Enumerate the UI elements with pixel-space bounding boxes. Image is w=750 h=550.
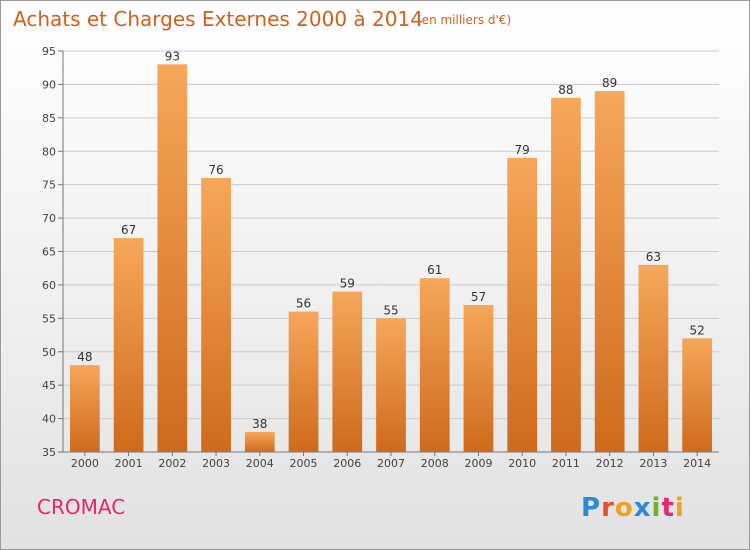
bar-2011 xyxy=(551,97,581,453)
x-tick-label-2008: 2008 xyxy=(421,457,449,470)
x-tick-label-2013: 2013 xyxy=(639,457,667,470)
data-label-2012: 89 xyxy=(602,76,617,90)
commune-name: CROMAC xyxy=(37,495,126,519)
x-tick-label-2012: 2012 xyxy=(596,457,624,470)
y-tick-label: 60 xyxy=(42,279,56,292)
x-tick-label-2001: 2001 xyxy=(115,457,143,470)
y-tick-label: 70 xyxy=(42,212,56,225)
bar-2004 xyxy=(244,431,275,452)
data-label-2013: 63 xyxy=(646,250,661,264)
y-tick-label: 75 xyxy=(42,179,56,192)
y-tick-label: 55 xyxy=(42,312,56,325)
data-label-2009: 57 xyxy=(471,290,486,304)
x-tick-label-2002: 2002 xyxy=(158,457,186,470)
data-label-2003: 76 xyxy=(208,163,223,177)
bar-2003 xyxy=(201,177,231,452)
bar-2005 xyxy=(288,311,319,452)
y-tick-label: 80 xyxy=(42,145,56,158)
data-label-2001: 67 xyxy=(121,223,136,237)
bar-2002 xyxy=(157,64,188,452)
x-tick-label-2003: 2003 xyxy=(202,457,230,470)
y-tick-label: 90 xyxy=(42,78,56,91)
bar-2008 xyxy=(419,278,450,452)
data-label-2007: 55 xyxy=(383,303,398,317)
data-label-2010: 79 xyxy=(515,143,530,157)
data-label-2004: 38 xyxy=(252,417,267,431)
x-tick-label-2009: 2009 xyxy=(464,457,492,470)
bar-2007 xyxy=(376,318,406,452)
bar-2010 xyxy=(507,157,538,452)
bar-2000 xyxy=(69,365,100,452)
bar-2014 xyxy=(682,338,713,452)
data-label-2014: 52 xyxy=(689,323,704,337)
x-tick-label-2011: 2011 xyxy=(552,457,580,470)
x-tick-label-2007: 2007 xyxy=(377,457,405,470)
x-tick-label-2005: 2005 xyxy=(290,457,318,470)
y-tick-label: 35 xyxy=(42,446,56,459)
y-tick-label: 45 xyxy=(42,379,56,392)
data-label-2002: 93 xyxy=(165,49,180,63)
data-label-2000: 48 xyxy=(77,350,92,364)
bar-2009 xyxy=(463,304,494,452)
y-tick-label: 85 xyxy=(42,112,56,125)
data-label-2005: 56 xyxy=(296,297,311,311)
y-tick-label: 95 xyxy=(42,45,56,58)
chart-title: Achats et Charges Externes 2000 à 2014 xyxy=(13,7,423,31)
data-label-2011: 88 xyxy=(558,83,573,97)
y-tick-label: 50 xyxy=(42,346,56,359)
x-tick-label-2014: 2014 xyxy=(683,457,711,470)
y-tick-label: 40 xyxy=(42,413,56,426)
x-tick-label-2000: 2000 xyxy=(71,457,99,470)
bar-2001 xyxy=(113,238,144,452)
data-label-2006: 59 xyxy=(340,277,355,291)
bar-2006 xyxy=(332,291,363,452)
bar-2012 xyxy=(594,91,625,452)
y-tick-label: 65 xyxy=(42,246,56,259)
x-tick-label-2004: 2004 xyxy=(246,457,274,470)
svg-text:Proxiti: Proxiti xyxy=(581,493,685,523)
x-tick-label-2006: 2006 xyxy=(333,457,361,470)
proxiti-logo: Proxiti xyxy=(581,493,685,523)
chart-subtitle: (en milliers d'€) xyxy=(417,13,512,27)
bar-2013 xyxy=(638,264,669,452)
data-label-2008: 61 xyxy=(427,263,442,277)
x-tick-label-2010: 2010 xyxy=(508,457,536,470)
